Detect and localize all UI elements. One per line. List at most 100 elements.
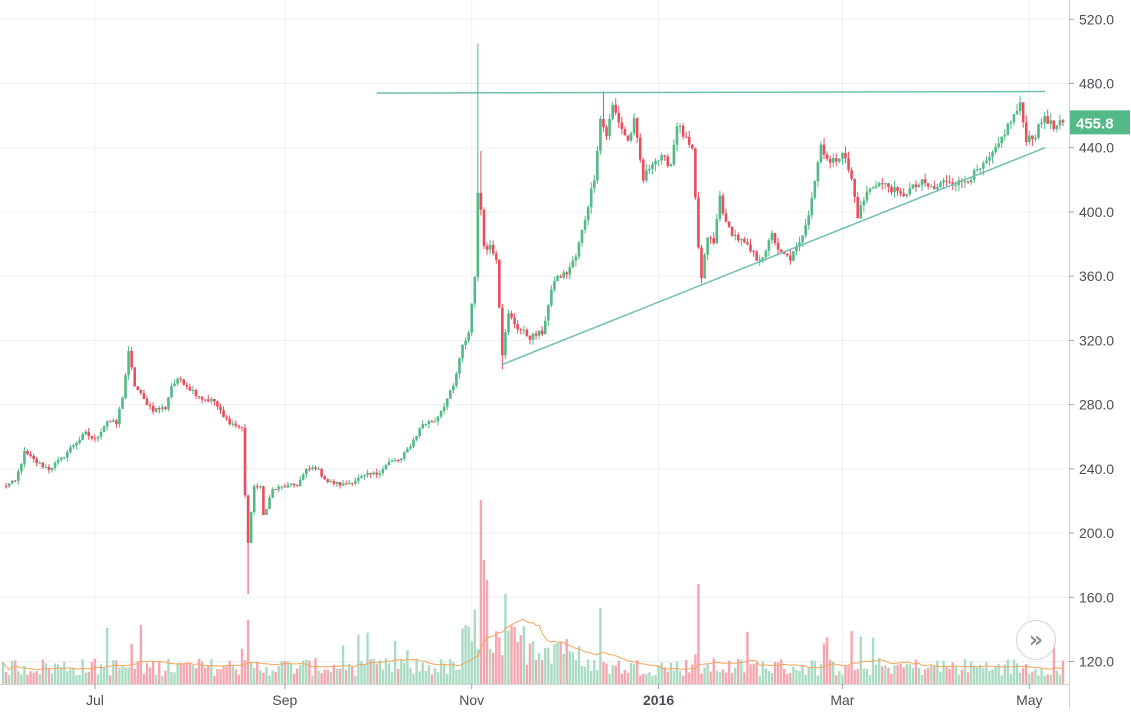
candle-body[interactable] (694, 148, 697, 198)
candle-body[interactable] (755, 252, 758, 261)
candle-body[interactable] (10, 480, 14, 484)
candle-body[interactable] (534, 333, 538, 336)
candle-body[interactable] (59, 457, 63, 460)
candle-body[interactable] (724, 213, 728, 222)
candle-body[interactable] (124, 375, 127, 399)
candle-body[interactable] (550, 289, 553, 306)
candle-body[interactable] (105, 421, 109, 427)
candle-body[interactable] (399, 458, 403, 461)
candle-body[interactable] (81, 434, 84, 440)
candle-body[interactable] (240, 427, 244, 429)
candle-body[interactable] (1049, 120, 1053, 124)
candle-body[interactable] (265, 508, 268, 515)
candle-body[interactable] (972, 170, 976, 180)
candle-body[interactable] (354, 480, 357, 484)
candle-body[interactable] (262, 486, 265, 515)
candle-body[interactable] (678, 125, 682, 127)
candle-body[interactable] (473, 277, 477, 304)
candle-body[interactable] (7, 483, 11, 487)
candle-body[interactable] (332, 480, 336, 484)
candle-body[interactable] (651, 164, 654, 169)
candle-body[interactable] (341, 483, 345, 486)
candle-body[interactable] (246, 495, 250, 543)
candle-body[interactable] (283, 486, 287, 488)
candle-body[interactable] (504, 332, 507, 356)
candle-body[interactable] (308, 468, 311, 470)
candle-body[interactable] (816, 162, 820, 182)
trendlines[interactable] (376, 90, 1046, 366)
candle-body[interactable] (99, 432, 103, 437)
candle-body[interactable] (623, 129, 627, 136)
candle-body[interactable] (531, 333, 535, 340)
candle-body[interactable] (84, 431, 88, 435)
candle-body[interactable] (1058, 120, 1062, 126)
candle-body[interactable] (121, 398, 124, 409)
candle-body[interactable] (228, 418, 232, 425)
candle-body[interactable] (804, 225, 807, 236)
candle-body[interactable] (304, 468, 308, 475)
candle-body[interactable] (871, 187, 875, 189)
candle-body[interactable] (592, 180, 596, 189)
candle-body[interactable] (69, 447, 72, 453)
candle-body[interactable] (268, 497, 271, 509)
candle-body[interactable] (130, 350, 133, 368)
candle-body[interactable] (415, 436, 418, 440)
candle-body[interactable] (494, 253, 498, 260)
time-axis[interactable]: Jul Sep Nov 2016 Mar May (0, 684, 1069, 709)
candle-body[interactable] (669, 164, 673, 167)
candle-body[interactable] (785, 253, 789, 256)
candle-body[interactable] (350, 482, 354, 484)
candle-body[interactable] (252, 486, 256, 512)
candle-body[interactable] (917, 184, 921, 188)
candle-body[interactable] (975, 169, 979, 171)
candle-body[interactable] (838, 158, 841, 162)
candle-body[interactable] (467, 332, 470, 341)
candle-body[interactable] (697, 197, 700, 248)
candle-body[interactable] (635, 118, 639, 138)
candle-body[interactable] (638, 137, 642, 160)
candle-body[interactable] (770, 232, 774, 241)
candle-body[interactable] (75, 443, 78, 446)
candle-body[interactable] (828, 158, 832, 163)
candle-body[interactable] (920, 179, 924, 185)
candle-body[interactable] (773, 232, 777, 243)
candle-body[interactable] (795, 246, 798, 252)
candle-body[interactable] (522, 329, 526, 331)
candle-body[interactable] (464, 340, 467, 345)
candle-body[interactable] (418, 428, 421, 437)
candle-body[interactable] (933, 186, 936, 190)
candle-body[interactable] (672, 144, 676, 165)
candle-body[interactable] (280, 486, 284, 488)
candle-body[interactable] (357, 477, 360, 481)
candle-body[interactable] (66, 452, 69, 458)
candle-body[interactable] (90, 436, 94, 439)
candle-body[interactable] (948, 181, 951, 183)
candle-body[interactable] (936, 187, 939, 190)
candle-body[interactable] (602, 118, 605, 128)
candle-body[interactable] (96, 436, 100, 439)
candle-body[interactable] (844, 153, 847, 159)
candle-body[interactable] (93, 438, 97, 440)
candle-body[interactable] (831, 157, 835, 163)
candle-body[interactable] (375, 472, 379, 475)
candle-body[interactable] (115, 420, 118, 425)
candle-body[interactable] (1034, 137, 1037, 140)
candle-body[interactable] (666, 156, 670, 167)
candle-body[interactable] (954, 184, 958, 186)
candle-body[interactable] (746, 242, 749, 245)
candle-body[interactable] (170, 385, 173, 398)
candle-body[interactable] (118, 408, 121, 425)
candle-body[interactable] (510, 313, 513, 318)
candle-body[interactable] (314, 467, 317, 470)
candle-body[interactable] (29, 454, 32, 457)
candle-body[interactable] (574, 256, 578, 261)
candle-body[interactable] (390, 460, 394, 462)
candle-body[interactable] (216, 401, 219, 407)
candle-body[interactable] (78, 439, 81, 444)
candle-body[interactable] (730, 226, 734, 236)
candle-body[interactable] (733, 234, 737, 236)
candle-body[interactable] (295, 485, 299, 487)
candle-body[interactable] (206, 399, 210, 402)
candle-body[interactable] (914, 184, 918, 188)
